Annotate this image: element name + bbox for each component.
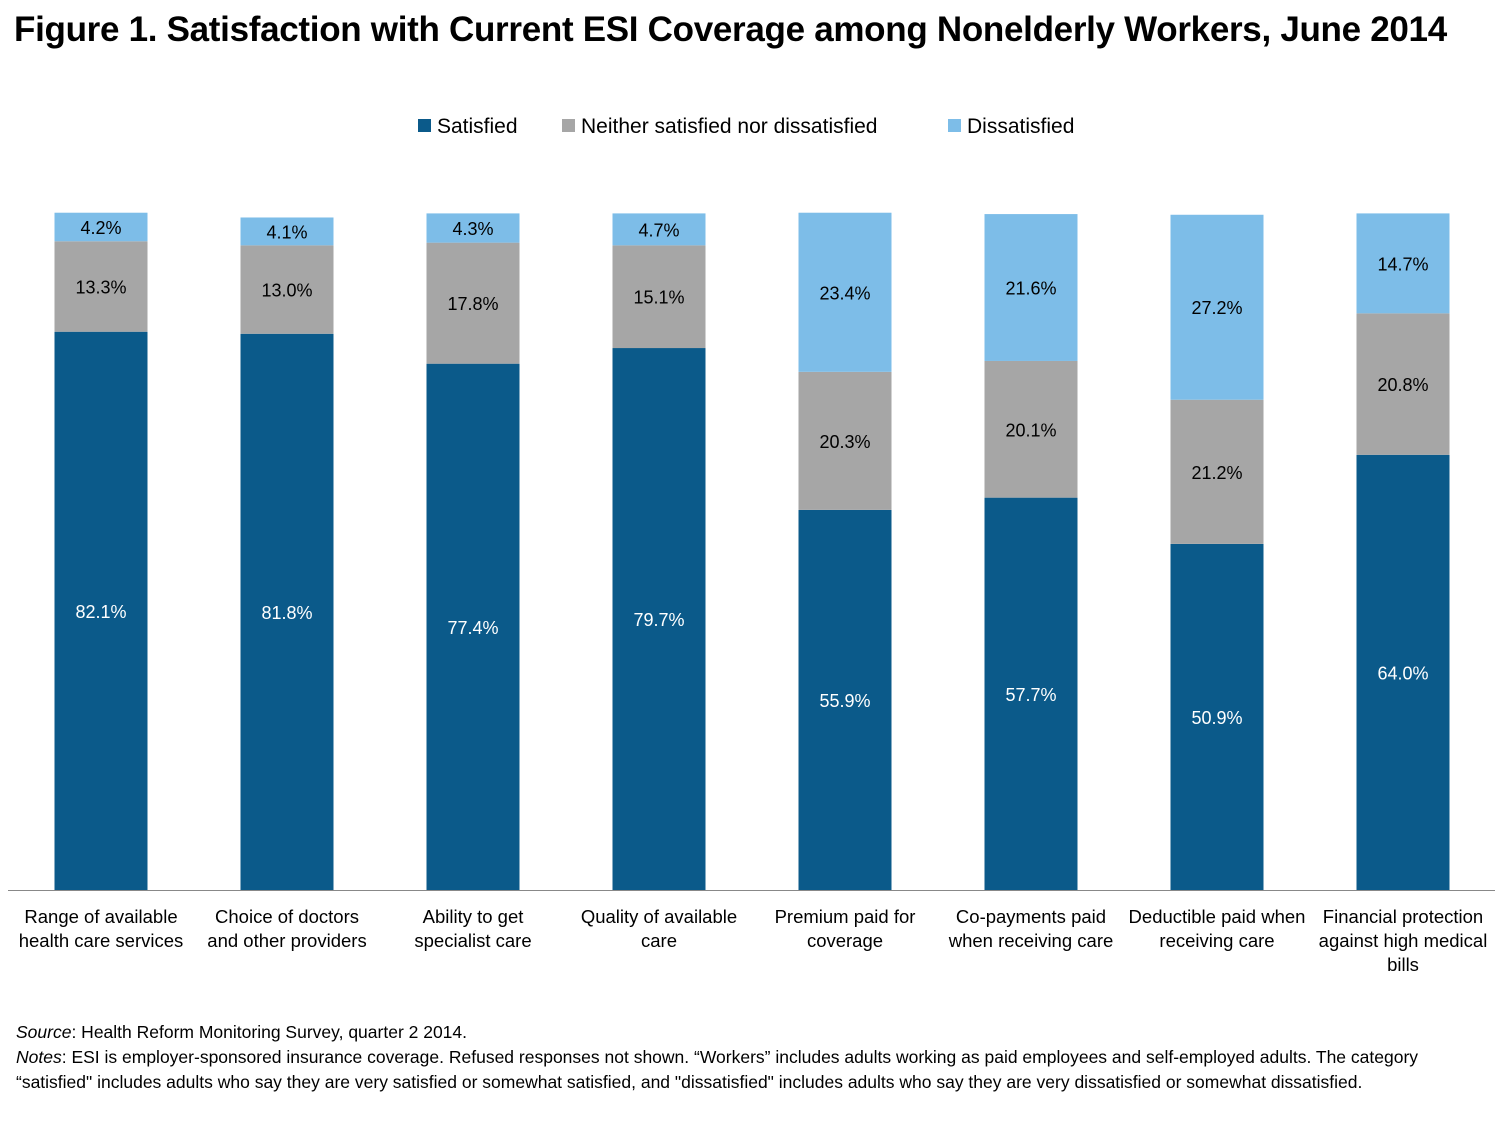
bar-segment: [798, 212, 892, 372]
data-label: 13.0%: [261, 281, 312, 301]
category-label: against high medical: [1319, 930, 1488, 951]
legend-label: Neither satisfied nor dissatisfied: [581, 115, 877, 138]
data-label: 64.0%: [1377, 663, 1428, 683]
data-label: 20.1%: [1005, 420, 1056, 440]
bar-segment: [1170, 214, 1264, 400]
data-label: 57.7%: [1005, 685, 1056, 705]
chart-title: Figure 1. Satisfaction with Current ESI …: [14, 10, 1447, 49]
bar-segment: [1356, 454, 1450, 890]
stacked-bar-chart: Satisfied Neither satisfied nor dissatisf…: [8, 115, 1495, 975]
data-label: 20.3%: [819, 432, 870, 452]
category-label: and other providers: [207, 930, 366, 951]
category-label: Co-payments paid: [956, 906, 1106, 927]
data-label: 23.4%: [819, 283, 870, 303]
category-label: coverage: [807, 930, 883, 951]
source-label: Source: [16, 1022, 72, 1042]
data-label: 79.7%: [633, 610, 684, 630]
bar-segment: [240, 245, 334, 334]
notes-label: Notes: [16, 1047, 62, 1067]
chart-notes: Source: Health Reform Monitoring Survey,…: [16, 1020, 1476, 1095]
category-label: bills: [1387, 954, 1419, 975]
data-label: 17.8%: [447, 294, 498, 314]
data-label: 15.1%: [633, 288, 684, 308]
bar-segment: [612, 348, 706, 890]
category-label: specialist care: [414, 930, 531, 951]
category-label: health care services: [19, 930, 184, 951]
data-label: 21.2%: [1191, 463, 1242, 483]
bar-segment: [798, 371, 892, 510]
data-label: 21.6%: [1005, 279, 1056, 299]
category-label: Deductible paid when: [1129, 906, 1306, 927]
data-label: 55.9%: [819, 691, 870, 711]
category-label: Ability to get: [423, 906, 524, 927]
bar-segment: [54, 212, 148, 242]
bar-segment: [1170, 399, 1264, 544]
category-label: care: [641, 930, 677, 951]
bar-segment: [426, 242, 520, 364]
bar-segment: [1170, 543, 1264, 890]
bar-segment: [240, 333, 334, 890]
bar-segment: [984, 360, 1078, 498]
bar-segment: [426, 213, 520, 243]
data-label: 81.8%: [261, 603, 312, 623]
bar-segment: [984, 214, 1078, 361]
bar-segment: [1356, 313, 1450, 455]
data-label: 14.7%: [1377, 254, 1428, 274]
bar-segment: [1356, 213, 1450, 314]
legend-swatch: [418, 119, 431, 132]
data-label: 27.2%: [1191, 298, 1242, 318]
bar-segment: [54, 241, 148, 332]
bar-segment: [54, 331, 148, 891]
source-note: Source: Health Reform Monitoring Survey,…: [16, 1020, 1476, 1045]
notes-text: : ESI is employer-sponsored insurance co…: [16, 1047, 1419, 1092]
category-label: Financial protection: [1323, 906, 1483, 927]
category-label: Quality of available: [581, 906, 737, 927]
source-text: : Health Reform Monitoring Survey, quart…: [71, 1022, 468, 1042]
data-label: 13.3%: [75, 278, 126, 298]
legend-label: Dissatisfied: [967, 115, 1074, 138]
data-label: 50.9%: [1191, 708, 1242, 728]
data-label: 4.7%: [638, 220, 679, 240]
data-label: 82.1%: [75, 602, 126, 622]
category-label: receiving care: [1159, 930, 1274, 951]
bar-segment: [798, 509, 892, 890]
data-label: 20.8%: [1377, 375, 1428, 395]
notes-note: Notes: ESI is employer-sponsored insuran…: [16, 1045, 1476, 1095]
bar-segment: [612, 213, 706, 246]
category-label: when receiving care: [948, 930, 1114, 951]
bar-segment: [984, 497, 1078, 890]
bar-segment: [240, 217, 334, 246]
bar-segment: [426, 363, 520, 890]
legend-swatch: [948, 119, 961, 132]
category-label: Premium paid for: [775, 906, 916, 927]
data-label: 77.4%: [447, 618, 498, 638]
category-label: Range of available: [24, 906, 177, 927]
legend-label: Satisfied: [437, 115, 518, 138]
bar-segment: [612, 245, 706, 349]
data-label: 4.3%: [452, 219, 493, 239]
data-label: 4.1%: [266, 222, 307, 242]
category-label: Choice of doctors: [215, 906, 359, 927]
data-label: 4.2%: [80, 218, 121, 238]
legend-swatch: [562, 119, 575, 132]
